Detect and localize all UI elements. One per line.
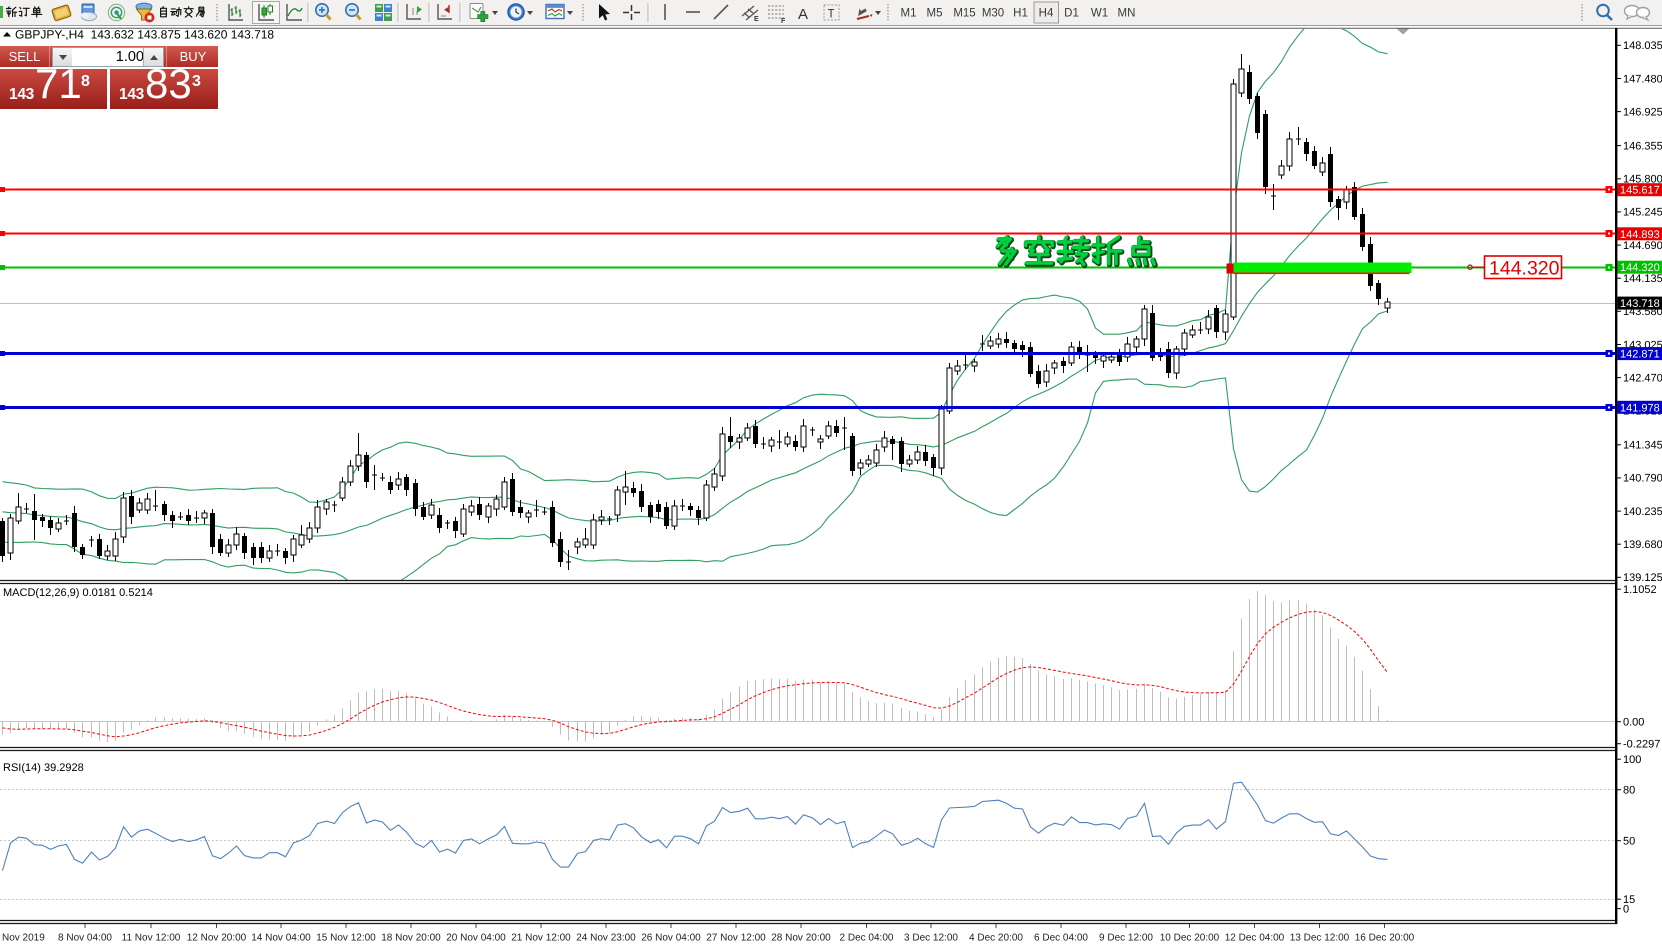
svg-text:146.355: 146.355: [1623, 140, 1662, 152]
svg-text:8 Nov 04:00: 8 Nov 04:00: [58, 933, 112, 944]
svg-text:2 Dec 04:00: 2 Dec 04:00: [840, 933, 894, 944]
svg-text:141.345: 141.345: [1623, 440, 1662, 452]
svg-text:F: F: [781, 18, 786, 25]
svg-text:W1: W1: [1091, 8, 1108, 20]
svg-text:16 Dec 20:00: 16 Dec 20:00: [1355, 933, 1415, 944]
svg-text:1.1052: 1.1052: [1623, 584, 1657, 596]
svg-text:12 Nov 20:00: 12 Nov 20:00: [187, 933, 247, 944]
svg-text:146.925: 146.925: [1623, 106, 1662, 118]
svg-text:145.617: 145.617: [1620, 185, 1660, 197]
svg-text:-0.2297: -0.2297: [1623, 739, 1660, 751]
svg-text:18 Nov 20:00: 18 Nov 20:00: [381, 933, 441, 944]
svg-text:10 Dec 20:00: 10 Dec 20:00: [1160, 933, 1220, 944]
svg-text:MN: MN: [1118, 8, 1136, 20]
svg-text:11 Nov 12:00: 11 Nov 12:00: [122, 933, 181, 944]
svg-text:100: 100: [1623, 754, 1641, 766]
svg-text:Nov 2019: Nov 2019: [2, 933, 45, 944]
svg-text:E: E: [754, 16, 759, 23]
svg-text:50: 50: [1623, 836, 1635, 848]
svg-text:M1: M1: [901, 8, 917, 20]
svg-text:12 Dec 04:00: 12 Dec 04:00: [1225, 933, 1285, 944]
svg-text:26 Nov 04:00: 26 Nov 04:00: [641, 933, 701, 944]
svg-text:144.690: 144.690: [1623, 240, 1662, 252]
svg-text:140.790: 140.790: [1623, 473, 1662, 485]
svg-text:144.320: 144.320: [1620, 262, 1660, 274]
svg-text:A: A: [798, 6, 808, 23]
svg-text:144.320: 144.320: [1489, 258, 1560, 280]
svg-text:13 Dec 12:00: 13 Dec 12:00: [1290, 933, 1350, 944]
svg-text:144.135: 144.135: [1623, 273, 1662, 285]
svg-text:144.893: 144.893: [1620, 229, 1660, 241]
svg-text:139.125: 139.125: [1623, 572, 1662, 584]
svg-text:H1: H1: [1013, 8, 1028, 20]
svg-text:142.470: 142.470: [1623, 372, 1662, 384]
svg-text:M30: M30: [982, 8, 1004, 20]
svg-text:141.978: 141.978: [1620, 402, 1660, 414]
svg-text:15 Nov 12:00: 15 Nov 12:00: [316, 933, 376, 944]
svg-text:M15: M15: [953, 8, 975, 20]
svg-text:20 Nov 04:00: 20 Nov 04:00: [446, 933, 506, 944]
svg-text:147.480: 147.480: [1623, 73, 1662, 85]
svg-text:MACD(12,26,9) 0.0181 0.5214: MACD(12,26,9) 0.0181 0.5214: [3, 587, 153, 599]
svg-text:T: T: [828, 9, 835, 21]
svg-text:145.800: 145.800: [1623, 174, 1662, 186]
svg-text:14 Nov 04:00: 14 Nov 04:00: [251, 933, 311, 944]
svg-text:0.00: 0.00: [1623, 717, 1644, 729]
svg-text:28 Nov 20:00: 28 Nov 20:00: [771, 933, 831, 944]
svg-text:24 Nov 23:00: 24 Nov 23:00: [576, 933, 636, 944]
svg-text:140.235: 140.235: [1623, 506, 1662, 518]
svg-text:RSI(14) 39.2928: RSI(14) 39.2928: [3, 762, 84, 774]
svg-text:4 Dec 20:00: 4 Dec 20:00: [969, 933, 1023, 944]
svg-text:15: 15: [1623, 894, 1635, 906]
svg-text:GBPJPY-,H4 143.632 143.875 14: GBPJPY-,H4 143.632 143.875 143.620 143.7…: [15, 28, 274, 42]
svg-text:27 Nov 12:00: 27 Nov 12:00: [706, 933, 766, 944]
svg-text:9 Dec 12:00: 9 Dec 12:00: [1099, 933, 1153, 944]
svg-text:0: 0: [1623, 904, 1629, 916]
svg-text:139.680: 139.680: [1623, 539, 1662, 551]
svg-text:3 Dec 12:00: 3 Dec 12:00: [904, 933, 958, 944]
svg-text:6 Dec 04:00: 6 Dec 04:00: [1034, 933, 1088, 944]
svg-text:142.871: 142.871: [1620, 349, 1660, 361]
svg-text:80: 80: [1623, 785, 1635, 797]
svg-text:148.035: 148.035: [1623, 40, 1662, 52]
svg-text:143.718: 143.718: [1620, 298, 1660, 310]
svg-text:D1: D1: [1064, 8, 1079, 20]
svg-text:21 Nov 12:00: 21 Nov 12:00: [511, 933, 571, 944]
svg-text:145.245: 145.245: [1623, 207, 1662, 219]
svg-text:M5: M5: [927, 8, 943, 20]
svg-text:H4: H4: [1039, 8, 1054, 20]
